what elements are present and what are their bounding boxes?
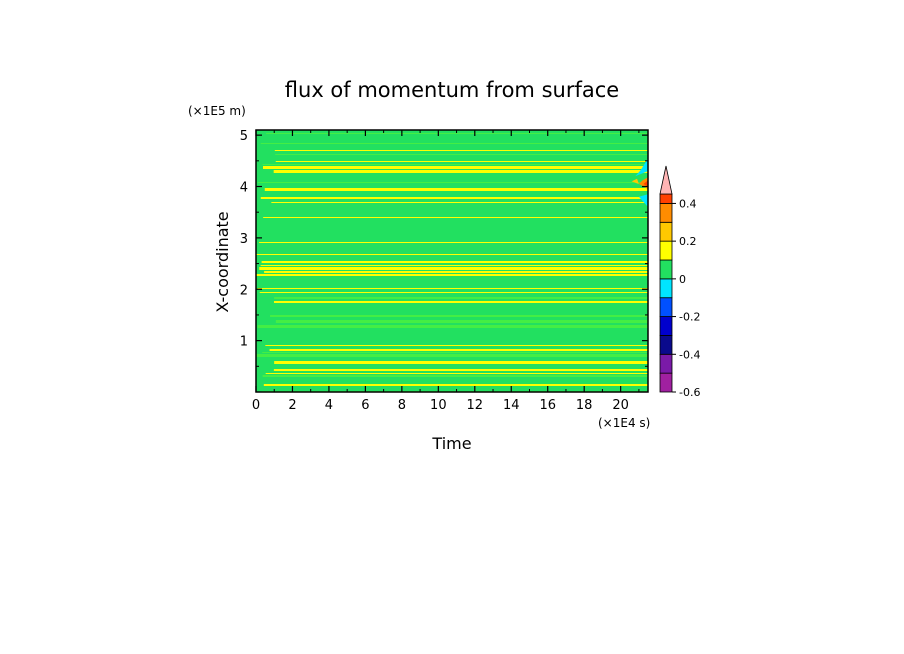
colorbar-swatch [659, 372, 673, 393]
contour-band [263, 166, 648, 169]
colorbar-extend-triangle [659, 165, 673, 195]
colorbar-swatch [659, 316, 673, 336]
colorbar-swatch [659, 259, 673, 280]
contour-field [256, 130, 648, 392]
contour-band [260, 197, 648, 199]
contour-feature [638, 194, 648, 208]
x-tick-label: 20 [612, 398, 629, 413]
contour-band [256, 254, 648, 255]
colorbar-swatch [659, 193, 673, 204]
y-tick-label: 5 [240, 129, 248, 144]
colorbar-swatch [659, 353, 673, 374]
contour-band [270, 315, 648, 317]
x-axis: 0 2 4 6 8 10 12 14 16 18 20 [252, 130, 640, 413]
colorbar-swatch [659, 221, 673, 242]
x-tick-label: 10 [430, 398, 447, 413]
contour-band [273, 301, 648, 303]
contour-band [264, 188, 648, 191]
contour-band [262, 352, 648, 353]
contour-band [269, 349, 648, 351]
contour-band [262, 375, 648, 377]
colorbar-swatch [659, 240, 673, 261]
plot-frame [255, 129, 649, 393]
y-axis-label: X-coordinate [213, 211, 232, 312]
colorbar-label: -0.4 [679, 348, 700, 361]
colorbar-label: 0 [679, 273, 686, 286]
contour-band [271, 202, 648, 203]
colorbar: -0.6 -0.4 -0.2 0 0.2 0.4 [659, 165, 700, 399]
contour-band [261, 261, 648, 263]
colorbar-label: -0.2 [679, 311, 700, 324]
contour-band [265, 373, 648, 374]
plot-area [255, 129, 649, 393]
x-tick-label: 14 [503, 398, 520, 413]
contour-band [260, 265, 648, 266]
contour-band [274, 297, 648, 299]
chart-title: flux of momentum from surface [285, 78, 619, 102]
contour-band [274, 150, 648, 151]
x-tick-label: 18 [576, 398, 593, 413]
colorbar-label: 0.4 [679, 197, 697, 210]
y-tick-label: 3 [240, 232, 248, 247]
y-tick-label: 2 [240, 283, 248, 298]
x-tick-label: 16 [539, 398, 556, 413]
x-axis-unit: (×1E4 s) [598, 416, 650, 430]
colorbar-swatch [659, 203, 673, 223]
x-tick-label: 4 [325, 398, 333, 413]
contour-band [260, 143, 648, 144]
x-axis-label: Time [431, 434, 471, 453]
contour-feature [635, 158, 648, 177]
contour-band [257, 325, 648, 328]
contour-feature [631, 178, 639, 184]
contour-band [256, 274, 648, 276]
contour-band [274, 361, 648, 364]
contour-band [273, 369, 648, 371]
x-tick-label: 0 [252, 398, 260, 413]
x-tick-label: 12 [467, 398, 484, 413]
x-tick-label: 2 [288, 398, 296, 413]
contour-band [263, 384, 648, 386]
y-axis-unit: (×1E5 m) [188, 104, 246, 118]
colorbar-label: 0.2 [679, 235, 697, 248]
x-tick-label: 6 [361, 398, 369, 413]
y-tick-label: 1 [240, 335, 248, 350]
contour-band [256, 354, 648, 357]
contour-feature [643, 180, 648, 187]
contour-band [264, 271, 648, 273]
contour-band [262, 164, 648, 165]
y-axis: 1 2 3 4 5 [240, 129, 648, 367]
contour-band [275, 161, 648, 162]
contour-band [275, 154, 648, 155]
colorbar-swatch [659, 335, 673, 355]
x-tick-label: 8 [398, 398, 406, 413]
contour-band [257, 288, 648, 289]
contour-band [257, 182, 648, 183]
contour-band [259, 267, 648, 270]
contour-band [275, 320, 648, 323]
contour-band [259, 292, 648, 293]
contour-band [259, 242, 648, 243]
colorbar-label: -0.6 [679, 386, 700, 399]
contour-band [263, 217, 648, 218]
colorbar-swatch [659, 278, 673, 299]
contour-band [265, 345, 648, 346]
y-tick-label: 4 [240, 181, 248, 196]
contour-band [266, 133, 648, 134]
contour-band [273, 170, 648, 173]
colorbar-swatch [659, 297, 673, 317]
